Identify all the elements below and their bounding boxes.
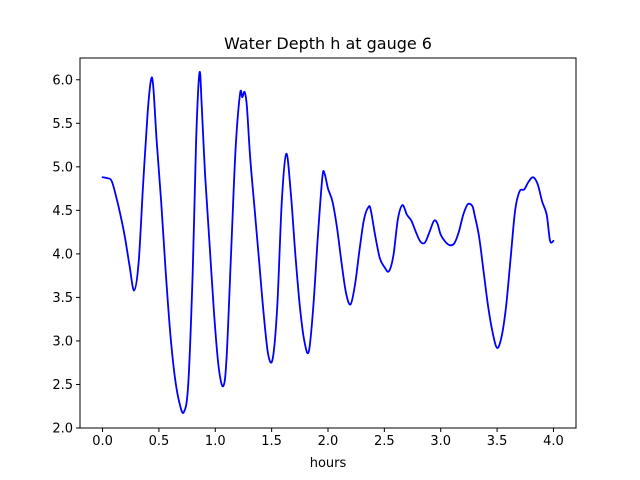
x-tick-label: 4.0 (543, 434, 564, 449)
y-tick-label: 6.0 (52, 73, 73, 88)
y-tick-label: 4.5 (52, 204, 73, 219)
y-tick-label: 5.0 (52, 160, 73, 175)
x-tick-label: 3.0 (430, 434, 451, 449)
y-axis-ticks: 2.0 2.5 3.0 3.5 4.0 4.5 5.0 5.5 6.0 (52, 73, 80, 437)
y-tick-label: 5.5 (52, 117, 73, 132)
y-tick-label: 2.5 (52, 378, 73, 393)
x-tick-label: 1.5 (261, 434, 282, 449)
plot-area-frame (79, 57, 577, 429)
x-tick-label: 2.5 (374, 434, 395, 449)
chart-title: Water Depth h at gauge 6 (224, 34, 432, 53)
y-tick-label: 4.0 (52, 247, 73, 262)
x-axis-ticks: 0.0 0.5 1.0 1.5 2.0 2.5 3.0 3.5 4.0 (92, 428, 564, 449)
x-tick-label: 0.0 (92, 434, 113, 449)
series-layer (101, 70, 555, 414)
x-tick-label: 1.0 (205, 434, 226, 449)
series-line (101, 70, 555, 414)
x-axis-label: hours (310, 456, 347, 471)
x-tick-label: 0.5 (149, 434, 170, 449)
y-tick-label: 3.5 (52, 291, 73, 306)
y-tick-label: 2.0 (52, 422, 73, 437)
y-tick-label: 3.0 (52, 334, 73, 349)
x-tick-label: 3.5 (487, 434, 508, 449)
x-tick-label: 2.0 (318, 434, 339, 449)
